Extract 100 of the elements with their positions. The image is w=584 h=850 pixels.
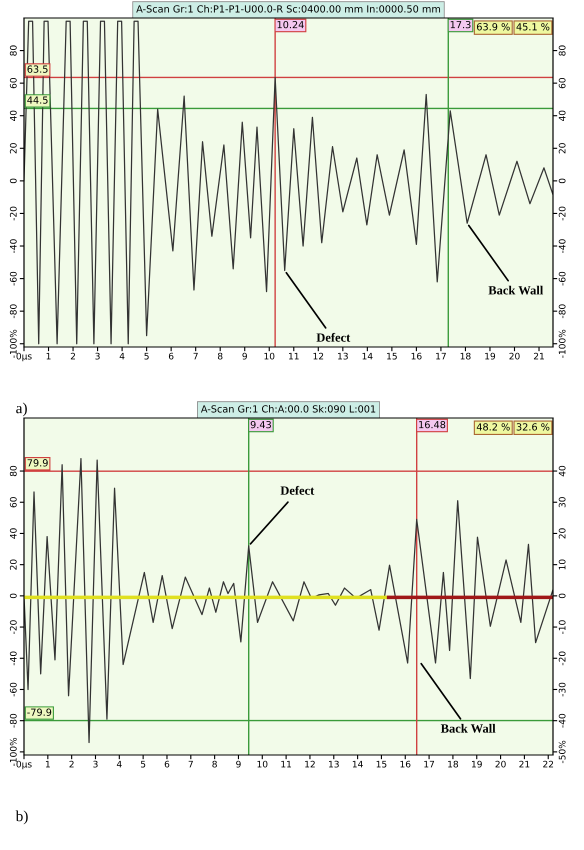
x-tick-label: 17 [436,352,446,360]
x-tick-label: 9 [236,760,241,768]
x-tick-label: 1 [46,352,51,360]
annotation: Defect [316,332,350,342]
annotation: 63.9 % [476,23,510,30]
y-tick-label: 20 [10,560,17,570]
y-tick-label: 80 [10,466,17,476]
line-series [24,458,553,744]
ref-line-label: 9.43 [250,420,271,428]
x-tick-label: 20 [509,352,520,360]
y-tick-label: 60 [10,497,17,508]
x-tick-label: 3 [93,760,98,768]
ref-line-label: 17.3 [450,20,471,28]
x-tick-label: 10 [258,760,268,768]
x-tick-label: 4 [116,760,122,768]
x-tick-label: 14 [352,760,363,768]
y-tick-label: -60 [10,272,17,286]
y-tick-label: -20 [10,206,17,220]
y2-tick-label: -80 [558,304,566,318]
chart-title: A-Scan Gr:1 Ch:A:00.0 Sk:090 L:001 [200,405,376,413]
x-tick-label: 6 [164,760,170,768]
annotation: 48.2 % [476,423,510,431]
x-tick-label: 15 [387,352,397,360]
ref-line-label: -79.9 [27,708,52,716]
y2-tick-label: -10 [558,620,566,634]
y2-tick-label: 30 [558,497,566,508]
y-tick-label: 40 [10,528,17,539]
x-tick-label: 8 [218,352,222,360]
y2-tick-label: 40 [558,466,566,476]
y-tick-label: -60 [10,682,17,696]
y-tick-label: 80 [10,45,17,56]
x-tick-label: 5 [144,352,149,360]
ref-line-label: 16.48 [419,420,446,428]
x-tick-label: 2 [69,760,74,768]
y-tick-label: -80 [10,304,17,318]
y-tick-label: -20 [10,620,17,634]
x-tick-label: 6 [168,352,174,360]
y-tick-label: -100% [10,330,17,358]
x-tick-label: 2 [70,352,76,360]
annotation: 45.1 % [516,23,550,30]
x-tick-label: 8 [212,760,217,768]
x-tick-label: 21 [519,760,530,768]
text: b) [16,810,28,824]
x-tick-label: 9 [242,352,247,360]
x-tick-label: 16 [412,352,422,360]
x-tick-label: 7 [188,760,193,768]
x-tick-label: 18 [460,352,471,360]
ref-line-label: 79.9 [28,459,48,467]
line-series [24,20,553,344]
x-tick-label: 0µs [16,760,32,770]
ref-line-label: 44.5 [27,96,48,104]
y2-tick-label: 40 [558,110,566,122]
x-tick-label: 19 [485,352,496,360]
y-tick-label: 0 [10,178,17,184]
y-tick-label: 40 [10,110,17,122]
chart-title: A-Scan Gr:1 Ch:P1-P1-U00.0-R Sc:0400.00 mm In:0000.50 mm [136,5,440,13]
y2-tick-label: 80 [558,45,566,56]
text: a) [16,402,27,416]
y-tick-label: 20 [10,143,17,154]
x-tick-label: 13 [338,352,348,360]
y2-tick-label: 0 [558,178,566,184]
y2-tick-label: -40 [558,714,566,728]
x-tick-label: 11 [281,760,292,768]
x-tick-label: 1 [46,760,50,768]
x-tick-label: 4 [120,352,124,360]
y2-tick-label: 20 [558,143,566,154]
y2-tick-label: -20 [558,651,566,666]
x-tick-label: 3 [95,352,100,360]
y2-tick-label: 60 [558,78,566,88]
annotation: Defect [280,486,314,495]
x-tick-label: 12 [314,352,324,360]
annotation: Back Wall [488,286,544,295]
y2-tick-label: 20 [558,528,566,539]
y-tick-label: -40 [10,239,17,253]
x-tick-label: 19 [472,760,482,768]
y2-tick-label: -40 [558,239,566,253]
y-tick-label: 60 [10,78,17,88]
x-tick-label: 14 [362,352,373,360]
x-tick-label: 21 [534,352,544,360]
ref-line-label: 63.5 [27,65,48,73]
y2-tick-label: -100% [558,330,566,358]
x-tick-label: 0µs [16,352,32,362]
y2-tick-label: -50% [558,740,566,764]
y2-tick-label: -30 [558,682,566,696]
y2-tick-label: 0 [558,594,566,598]
y-tick-label: -100% [10,738,17,766]
x-tick-label: 7 [194,352,198,360]
y-tick-label: -40 [10,651,17,666]
x-tick-label: 16 [400,760,410,768]
x-tick-label: 20 [495,760,506,768]
x-tick-label: 12 [305,760,315,768]
x-tick-label: 22 [543,760,554,768]
y-tick-label: 0 [10,594,17,598]
y2-tick-label: -20 [558,206,566,220]
x-tick-label: 13 [329,760,339,768]
x-tick-label: 17 [424,760,434,768]
y-tick-label: -80 [10,714,17,728]
y2-tick-label: -60 [558,272,566,286]
x-tick-label: 5 [140,760,146,768]
x-tick-label: 18 [448,760,458,768]
